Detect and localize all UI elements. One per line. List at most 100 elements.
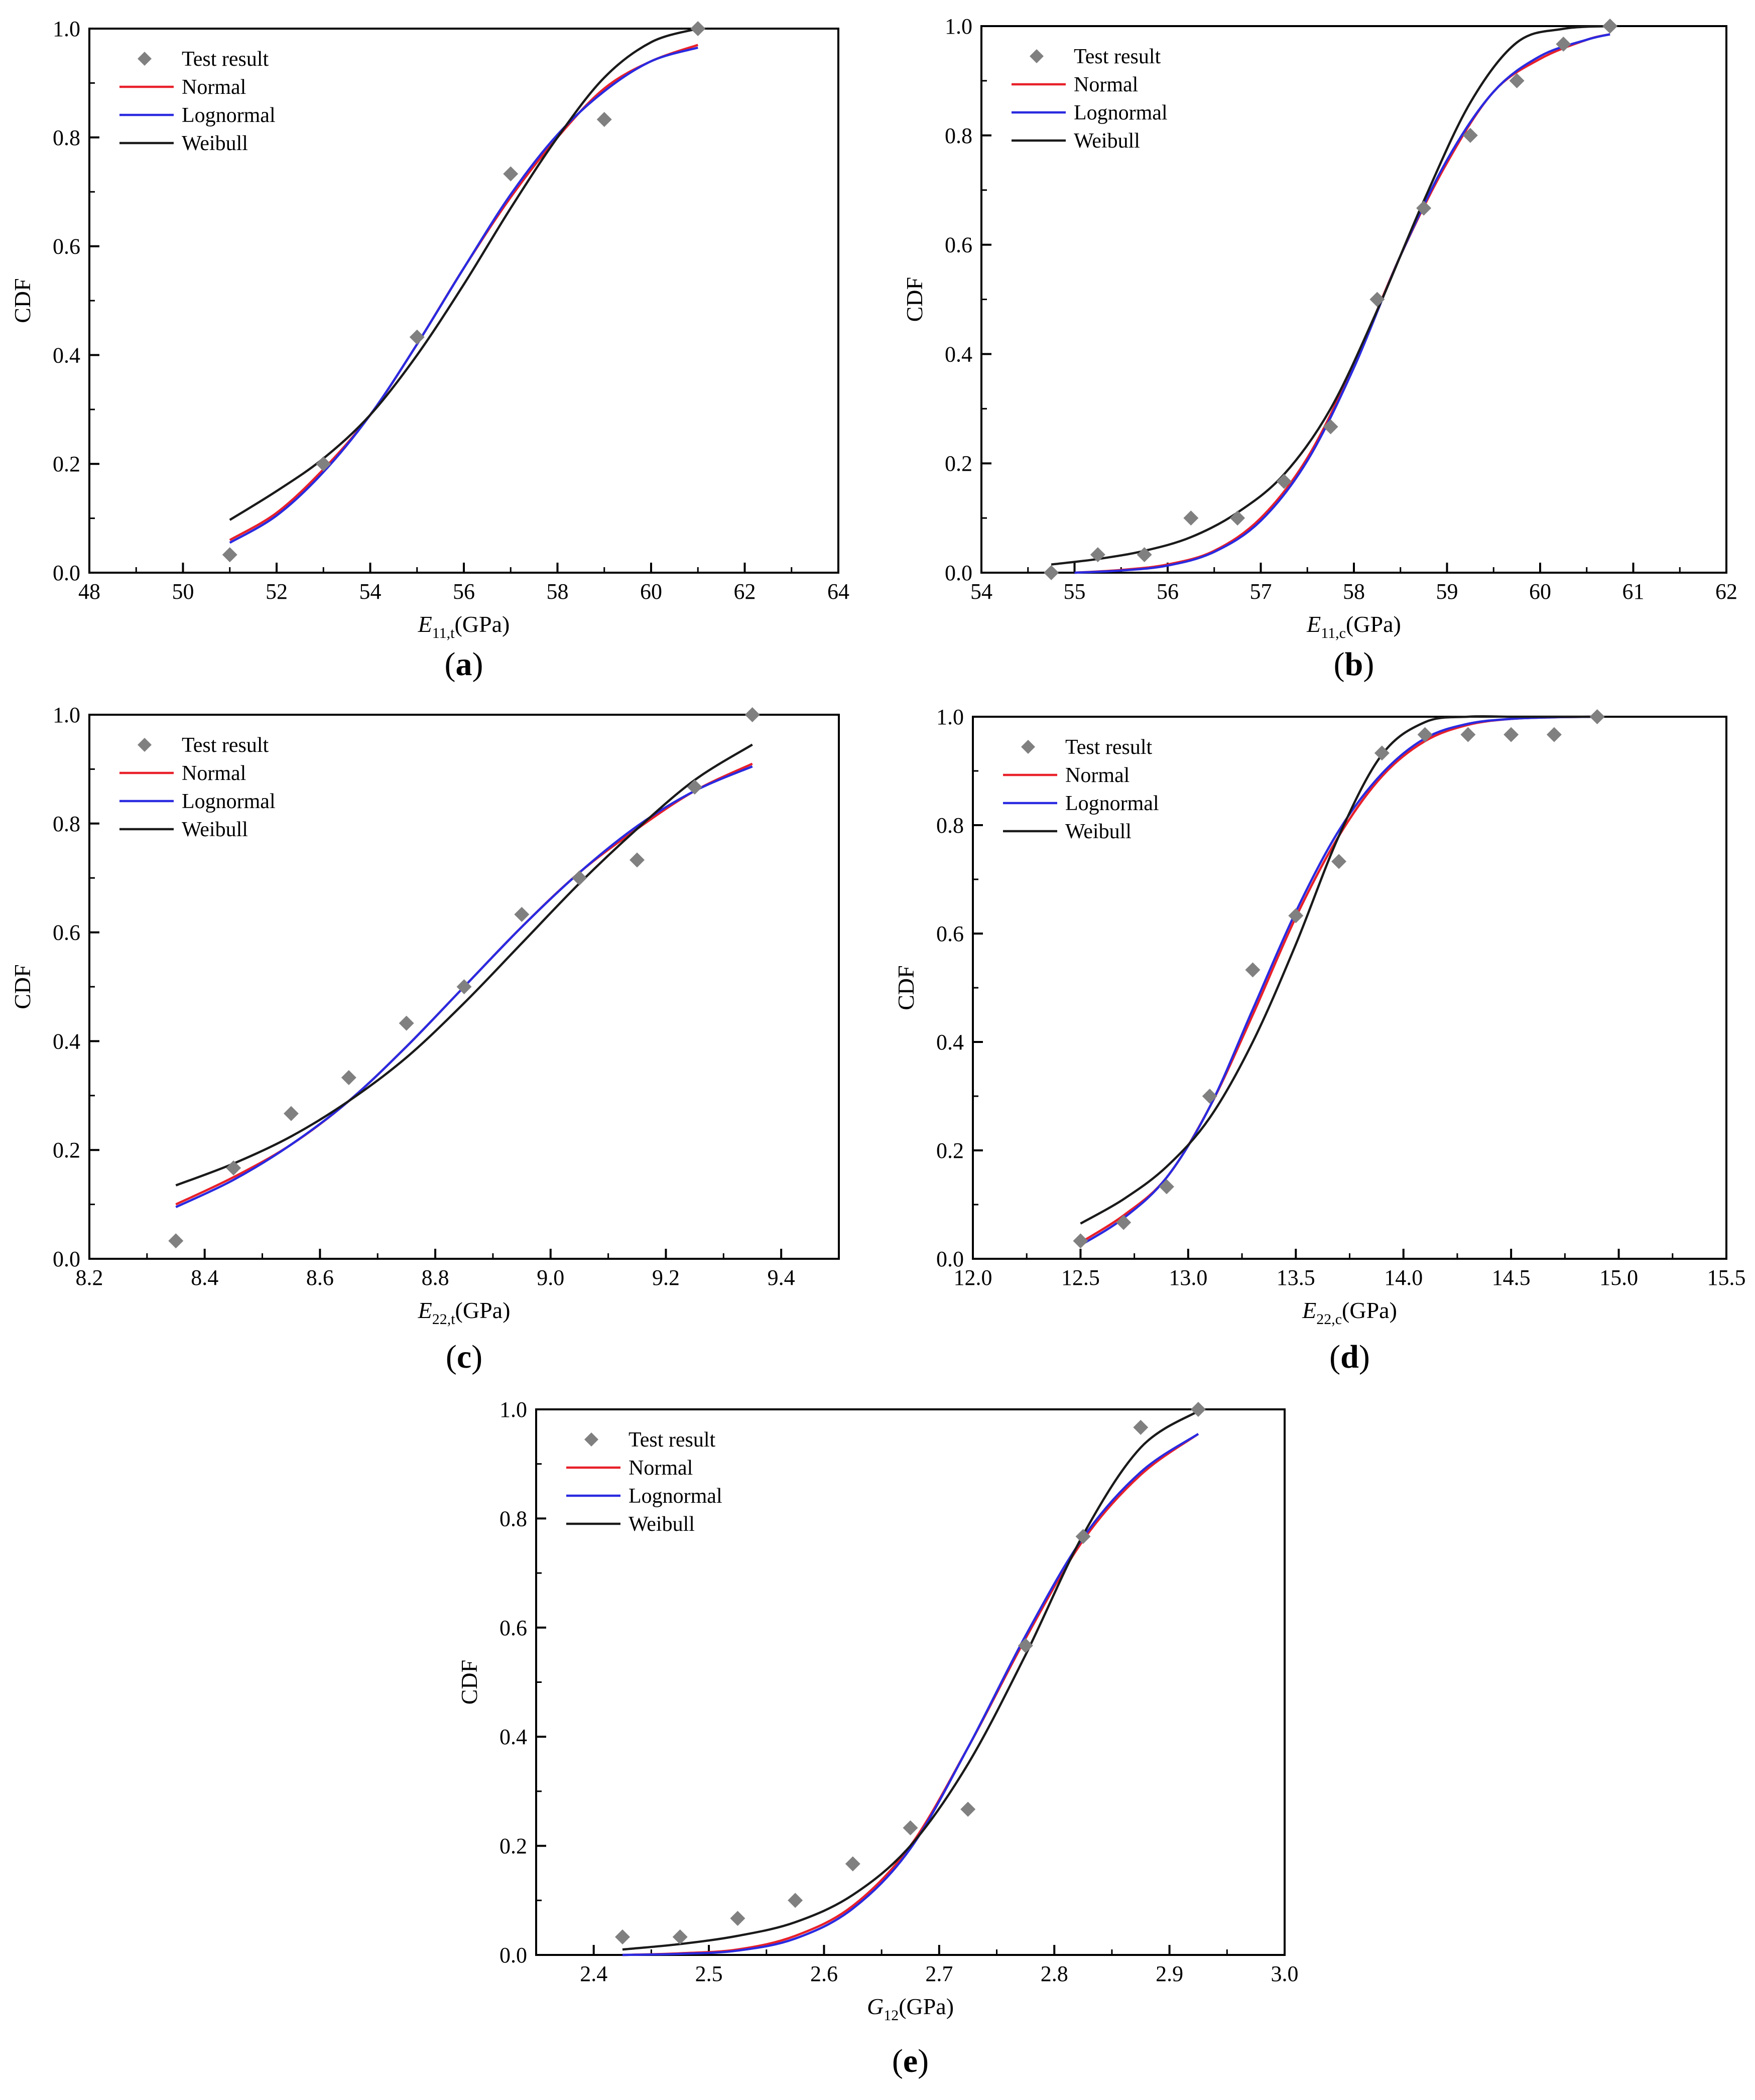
test-result-point xyxy=(283,1106,299,1121)
test-result-points xyxy=(1073,709,1605,1249)
y-axis-title: CDF xyxy=(10,964,35,1009)
legend-label: Test result xyxy=(182,48,269,71)
x-tick-label: 58 xyxy=(547,579,569,604)
x-tick-label: 14.5 xyxy=(1492,1265,1531,1290)
panel-caption: (e) xyxy=(892,2043,929,2079)
y-tick-label: 0.0 xyxy=(945,561,972,585)
x-axis-unit: (GPa) xyxy=(454,611,510,637)
x-tick-label: 2.7 xyxy=(925,1961,953,1986)
x-tick-label: 64 xyxy=(827,579,849,604)
panel-a: 48 50 52 54 56 58 60 62 64 0.0 0.2 0.4 0.6 0.8 1.0 CDF E… xyxy=(10,17,849,683)
y-tick-label: 0.8 xyxy=(53,125,80,150)
test-result-point xyxy=(341,1070,356,1086)
legend-label: Weibull xyxy=(182,132,248,155)
test-result-point xyxy=(1075,1529,1091,1544)
legend-label: Normal xyxy=(1074,73,1138,96)
test-result-point xyxy=(226,1160,241,1175)
x-tick-label: 59 xyxy=(1436,579,1458,604)
test-result-point xyxy=(960,1801,976,1817)
x-tick-label: 62 xyxy=(734,579,756,604)
x-axis-title: E11,t(GPa) xyxy=(418,611,510,641)
legend-label: Weibull xyxy=(1065,820,1132,843)
x-tick-label: 8.8 xyxy=(422,1265,449,1290)
x-tick-label: 13.5 xyxy=(1277,1265,1315,1290)
test-result-point xyxy=(615,1929,631,1945)
test-result-point xyxy=(514,906,530,922)
y-tick-label: 0.6 xyxy=(945,233,972,257)
test-result-point xyxy=(903,1820,918,1835)
test-result-point xyxy=(222,547,237,563)
x-tick-label: 52 xyxy=(266,579,288,604)
test-result-point xyxy=(1159,1179,1174,1195)
test-result-point xyxy=(1546,727,1562,742)
legend-label: Lognormal xyxy=(182,790,276,813)
x-axis-unit: (GPa) xyxy=(899,1994,954,2019)
test-result-point xyxy=(1073,1233,1088,1249)
caption-letter: b xyxy=(1345,646,1363,683)
test-result-point xyxy=(1190,1402,1206,1417)
legend-label: Weibull xyxy=(629,1513,695,1536)
test-result-point xyxy=(168,1233,184,1249)
test-result-point xyxy=(1369,292,1385,307)
y-tick-label: 0.2 xyxy=(499,1834,527,1859)
curves xyxy=(622,1410,1199,1956)
test-result-point xyxy=(1589,709,1605,724)
y-tick-label: 0.4 xyxy=(945,342,972,366)
y-tick-label: 0.0 xyxy=(936,1247,964,1271)
curves xyxy=(229,27,699,544)
test-result-point xyxy=(1183,510,1199,526)
y-tick-label: 0.2 xyxy=(945,451,972,476)
x-tick-label: 61 xyxy=(1622,579,1645,604)
series-line-weibull xyxy=(622,1410,1199,1951)
y-tick-label: 0.6 xyxy=(53,234,80,259)
curves xyxy=(175,743,753,1209)
x-tick-label: 8.4 xyxy=(191,1265,218,1290)
test-result-point xyxy=(672,1929,688,1945)
test-result-point xyxy=(1018,1638,1033,1653)
x-axis-unit: (GPa) xyxy=(1346,611,1401,637)
test-result-point xyxy=(503,166,519,182)
test-result-point xyxy=(845,1856,860,1872)
test-result-point xyxy=(730,1911,745,1926)
series-line-weibull xyxy=(1051,25,1610,566)
y-tick-label: 0.0 xyxy=(53,561,80,585)
curves xyxy=(1080,715,1597,1246)
test-result-point xyxy=(744,707,760,722)
legend-marker-test-result xyxy=(138,52,152,66)
y-tick-label: 0.8 xyxy=(53,812,80,836)
test-result-point xyxy=(1460,727,1476,742)
test-result-point xyxy=(1602,19,1618,34)
panel-caption: (d) xyxy=(1329,1339,1370,1375)
y-tick-label: 1.0 xyxy=(945,14,972,39)
x-tick-label: 54 xyxy=(359,579,382,604)
y-tick-label: 0.8 xyxy=(945,123,972,148)
legend-label: Normal xyxy=(1065,764,1130,787)
y-tick-label: 0.6 xyxy=(936,922,964,946)
curves xyxy=(1051,25,1610,574)
caption-open-paren: ( xyxy=(1329,1339,1340,1375)
test-result-point xyxy=(399,1015,414,1031)
x-tick-label: 13.0 xyxy=(1169,1265,1207,1290)
x-tick-label: 2.6 xyxy=(810,1961,838,1986)
x-tick-label: 62 xyxy=(1715,579,1737,604)
test-result-point xyxy=(1556,36,1571,52)
legend-label: Lognormal xyxy=(629,1485,722,1508)
legend-label: Test result xyxy=(1065,736,1153,759)
panel-c: 8.2 8.4 8.6 8.8 9.0 9.2 9.4 0.0 0.2 0.4 0.6 0.8 1.0 C… xyxy=(10,703,840,1375)
panel-d: 12.0 12.5 13.0 13.5 14.0 14.5 15.0 15.5 0.0 0.2 0.… xyxy=(893,705,1746,1375)
series-line-normal xyxy=(229,44,699,541)
test-result-points xyxy=(615,1402,1206,1945)
series-line-lognormal xyxy=(1080,715,1597,1246)
test-result-point xyxy=(1230,510,1245,526)
test-result-point xyxy=(456,979,472,994)
y-tick-label: 0.2 xyxy=(53,452,80,476)
caption-open-paren: ( xyxy=(1334,646,1345,683)
x-tick-label: 57 xyxy=(1250,579,1272,604)
series-line-weibull xyxy=(1080,715,1597,1225)
test-result-point xyxy=(1090,547,1105,563)
legend: Test result Normal Lognormal Weibull xyxy=(119,734,276,841)
x-tick-label: 50 xyxy=(172,579,194,604)
caption-close-paren: ) xyxy=(1363,646,1374,683)
y-tick-label: 0.8 xyxy=(499,1506,527,1531)
